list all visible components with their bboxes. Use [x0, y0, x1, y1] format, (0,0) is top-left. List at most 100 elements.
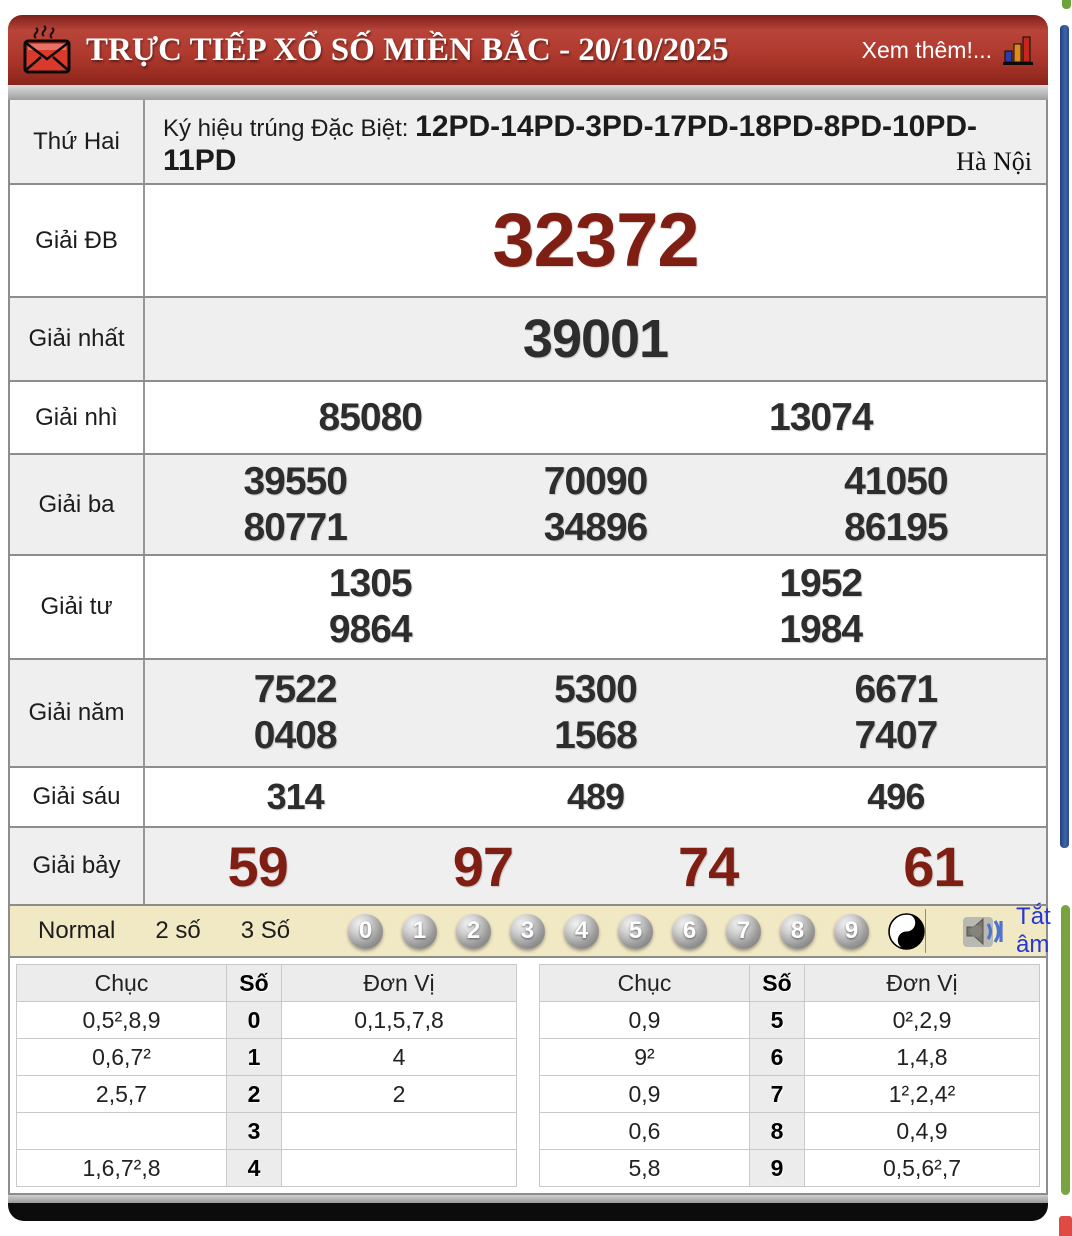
digit-ball-8[interactable]: 8: [780, 913, 816, 949]
digit-ball-2[interactable]: 2: [456, 913, 492, 949]
units-cell: 1,4,8: [804, 1038, 1040, 1076]
envelope-icon: [22, 24, 72, 76]
units-cell: 0,1,5,7,8: [281, 1001, 517, 1039]
prize-number: 0408: [253, 714, 338, 757]
prize-row-fourth: Giải tư 1305 1952 9864 1984: [10, 556, 1046, 660]
ball-digit: 6: [682, 917, 697, 944]
prize-number: 1305: [328, 562, 413, 605]
page-edge-green-tip: [1062, 0, 1071, 9]
prize-number: 59: [227, 834, 288, 898]
mute-button[interactable]: Tắt âm: [925, 903, 1058, 959]
ball-digit: 8: [790, 917, 805, 944]
prize-number: 5300: [554, 668, 638, 711]
prize-number: 13074: [769, 395, 873, 439]
tens-cell: 0,6: [539, 1112, 750, 1150]
digit-ball-7[interactable]: 7: [726, 913, 762, 949]
digit-header: Số: [749, 964, 805, 1002]
digit-cell: 3: [226, 1112, 282, 1150]
tens-cell: 2,5,7: [16, 1075, 227, 1113]
page-title: TRỰC TIẾP XỔ SỐ MIỀN BẮC - 20/10/2025: [86, 31, 729, 68]
prize-row-second: Giải nhì 85080 13074: [10, 382, 1046, 455]
prize-label: Giải ĐB: [10, 185, 145, 296]
digit-cell: 6: [749, 1038, 805, 1076]
tens-cell: 9²: [539, 1038, 750, 1076]
prize-number: 32372: [492, 198, 699, 283]
widget-base-bar: [8, 1203, 1048, 1221]
units-cell: 1²,2,4²: [804, 1075, 1040, 1113]
digit-cell: 1: [226, 1038, 282, 1076]
prize-number: 39001: [522, 309, 669, 369]
page-edge-red-bar: [1059, 1216, 1072, 1236]
prize-label: Giải ba: [10, 455, 145, 554]
prize-row-sixth: Giải sáu 314 489 496: [10, 768, 1046, 828]
prize-number: 9864: [328, 608, 413, 651]
digit-ball-6[interactable]: 6: [672, 913, 708, 949]
tens-cell: 1,6,7²,8: [16, 1149, 227, 1187]
yin-yang-icon[interactable]: [888, 912, 925, 950]
tens-header: Chục: [539, 964, 750, 1002]
prize-number: 34896: [543, 505, 648, 549]
prize-number: 61: [903, 834, 964, 898]
prize-number: 97: [452, 834, 514, 898]
prize-number: 7407: [854, 714, 938, 757]
prize-row-third: Giải ba 39550 70090 41050 80771 34896 86…: [10, 455, 1046, 556]
table-row: 0,9 5 0²,2,9: [539, 1001, 1040, 1039]
digit-ball-3[interactable]: 3: [510, 913, 546, 949]
prize-row-special: Giải ĐB 32372: [10, 185, 1046, 298]
prize-row-fifth: Giải năm 7522 5300 6671 0408 1568 7407: [10, 660, 1046, 768]
prize-label: Giải nhì: [10, 382, 145, 453]
ball-digit: 1: [412, 917, 427, 944]
prize-number: 7522: [253, 668, 338, 711]
controls-bar: Normal 2 số 3 Số 0 1 2 3 4 5 6 7 8 9: [10, 903, 1051, 958]
table-row: 2,5,7 2 2: [16, 1075, 517, 1113]
units-cell: [281, 1112, 517, 1150]
prize-number: 70090: [543, 459, 648, 503]
table-row: 3: [16, 1112, 517, 1150]
bar-chart-icon[interactable]: [1002, 33, 1034, 67]
mute-label: Tắt âm: [1016, 903, 1051, 958]
digit-cell: 2: [226, 1075, 282, 1113]
units-cell: 4: [281, 1038, 517, 1076]
symbol-label: Ký hiệu trúng Đặc Biệt:: [163, 115, 416, 142]
ball-digit: 7: [736, 917, 751, 944]
page-edge-green-bar: [1061, 905, 1070, 1195]
page-edge-blue-bar: [1060, 25, 1069, 848]
special-symbol-cell: Ký hiệu trúng Đặc Biệt: 12PD-14PD-3PD-17…: [145, 100, 1046, 183]
table-row: 0,6,7² 1 4: [16, 1038, 517, 1076]
units-cell: 0²,2,9: [804, 1001, 1040, 1039]
header-divider: [8, 85, 1048, 100]
table-row: 0,5²,8,9 0 0,1,5,7,8: [16, 1001, 517, 1039]
mode-2so-button[interactable]: 2 số: [155, 917, 201, 944]
tens-cell: 0,9: [539, 1075, 750, 1113]
digit-ball-4[interactable]: 4: [564, 913, 600, 949]
see-more-link[interactable]: Xem thêm!...: [861, 36, 992, 63]
mode-3so-button[interactable]: 3 Số: [240, 917, 291, 944]
prize-label: Giải bảy: [10, 828, 145, 904]
digit-ball-1[interactable]: 1: [402, 913, 438, 949]
prize-label: Giải tư: [10, 556, 145, 658]
prize-label: Giải sáu: [10, 768, 145, 826]
digit-ball-5[interactable]: 5: [618, 913, 654, 949]
prize-number: 41050: [844, 459, 948, 503]
results-table: Thứ Hai Ký hiệu trúng Đặc Biệt: 12PD-14P…: [8, 100, 1051, 1195]
units-cell: 2: [281, 1075, 517, 1113]
mode-normal-button[interactable]: Normal: [38, 917, 116, 944]
lottery-widget: TRỰC TIẾP XỔ SỐ MIỀN BẮC - 20/10/2025 Xe…: [8, 15, 1051, 1221]
table-row: 1,6,7²,8 4: [16, 1149, 517, 1187]
prize-number: 85080: [318, 395, 423, 439]
tens-cell: 0,9: [539, 1001, 750, 1039]
tens-cell: 0,6,7²: [16, 1038, 227, 1076]
prize-number: 314: [266, 776, 325, 817]
tens-header: Chục: [16, 964, 227, 1002]
tens-cell: 0,5²,8,9: [16, 1001, 227, 1039]
weekday-label: Thứ Hai: [10, 100, 145, 183]
symbol-value: 12PD-14PD-3PD-17PD-18PD-8PD-10PD-11PD: [163, 110, 978, 177]
digit-cell: 9: [749, 1149, 805, 1187]
digit-ball-0[interactable]: 0: [348, 913, 384, 949]
digit-cell: 4: [226, 1149, 282, 1187]
divider: [925, 909, 927, 953]
prize-number: 1984: [779, 608, 863, 651]
tens-cell: [16, 1112, 227, 1150]
digit-table-right: Chục Số Đơn Vị 0,9 5 0²,2,9 9² 6 1,4,8 0…: [539, 964, 1040, 1187]
digit-ball-9[interactable]: 9: [834, 913, 870, 949]
